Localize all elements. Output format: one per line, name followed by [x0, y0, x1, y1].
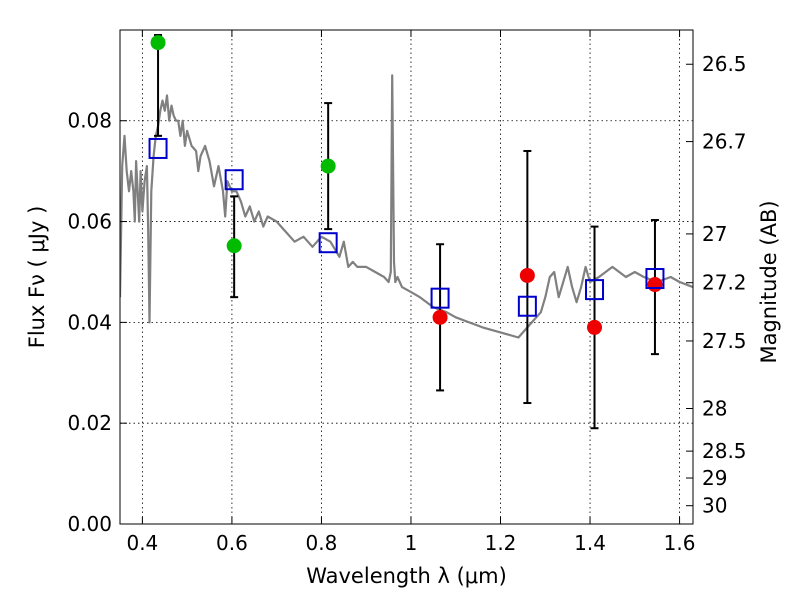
model-flux-square [430, 287, 450, 309]
model-flux-square [148, 137, 168, 159]
magnitude-axis-title: Magnitude (AB) [757, 200, 781, 363]
photometry-point [587, 319, 603, 335]
x-tick-label: 0.8 [306, 531, 338, 555]
plot-series [120, 34, 693, 430]
error-bar [154, 34, 163, 137]
photometry-point [320, 158, 336, 174]
y-tick-label: 0.00 [67, 512, 112, 536]
grid-lines [120, 30, 693, 524]
magnitude-tick-label: 27 [702, 222, 727, 246]
x-axis-title: Wavelength λ (μm) [306, 564, 507, 588]
model-flux-square [517, 295, 537, 317]
magnitude-tick-label: 30 [702, 494, 727, 518]
y-tick-label: 0.02 [67, 411, 112, 435]
model-flux-square [224, 169, 244, 191]
model-flux-square [645, 268, 665, 290]
axis-ticks: 0.4 0.6 0.8 1 1.2 1.4 1.6 0.00 0.02 0.04 0.06 0.08 2… [67, 30, 747, 555]
model-flux-square [585, 279, 605, 301]
magnitude-tick-label: 27.5 [702, 329, 747, 353]
photometry-point [432, 309, 448, 325]
magnitude-tick-label: 27.2 [702, 271, 747, 295]
magnitude-tick-label: 29 [702, 466, 727, 490]
plot-frame [119, 29, 694, 525]
y-tick-label: 0.06 [67, 210, 112, 234]
template-spectrum-line [120, 74, 693, 339]
y-tick-label: 0.04 [67, 310, 112, 334]
x-tick-label: 1.4 [574, 531, 606, 555]
x-tick-label: 1 [405, 531, 418, 555]
magnitude-tick-label: 26.7 [702, 130, 747, 154]
x-tick-label: 0.6 [216, 531, 248, 555]
photometry-point [226, 238, 242, 254]
y-tick-label: 0.08 [67, 109, 112, 133]
photometry-point [150, 35, 166, 51]
photometry-point [519, 267, 535, 283]
y-axis-title: Flux Fν ( μJy ) [25, 206, 49, 349]
magnitude-tick-label: 28.5 [702, 439, 747, 463]
model-flux-square [318, 232, 338, 254]
photometry-point [647, 277, 663, 293]
x-tick-label: 0.4 [126, 531, 158, 555]
x-tick-label: 1.6 [664, 531, 696, 555]
magnitude-tick-label: 28 [702, 397, 727, 421]
magnitude-tick-label: 26.5 [702, 52, 747, 76]
x-tick-label: 1.2 [485, 531, 517, 555]
